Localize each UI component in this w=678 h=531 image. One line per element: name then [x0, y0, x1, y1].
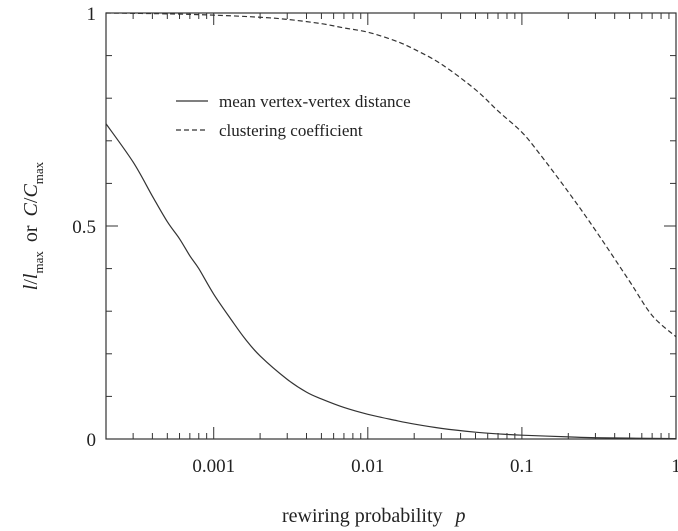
series-line-distance — [105, 123, 677, 440]
y-label-cmax-base: C — [20, 184, 42, 198]
x-tick-label: 0.1 — [510, 456, 534, 477]
y-tick-label: 0 — [87, 430, 97, 451]
plot-frame — [105, 12, 677, 440]
legend-label-distance: mean vertex-vertex distance — [219, 92, 411, 111]
legend-label-clustering: clustering coefficient — [219, 121, 363, 140]
y-label-or: or — [20, 225, 42, 242]
x-axis-label-text: rewiring probability — [282, 505, 443, 527]
y-label-lmax-sub: max — [31, 251, 46, 274]
x-axis-label: rewiring probability p — [282, 505, 466, 527]
y-axis-label: l/lmaxorC/Cmax — [20, 161, 46, 290]
y-label-l: l — [20, 284, 42, 290]
x-tick-label: 1 — [671, 456, 678, 477]
y-label-slash2: / — [20, 197, 42, 203]
y-label-lmax-base: l — [20, 273, 42, 279]
y-tick-label: 1 — [87, 4, 97, 25]
x-tick-label: 0.001 — [192, 456, 235, 477]
y-tick-label: 0.5 — [72, 217, 96, 238]
x-axis-label-variable: p — [454, 505, 466, 527]
series-line-clustering — [105, 12, 677, 338]
ticks-layer: 0.001 0.01 0.1 1 0 0.5 1 — [72, 4, 678, 477]
legend: mean vertex-vertex distance clustering c… — [176, 92, 411, 140]
y-label-slash1: / — [20, 279, 42, 285]
y-label-cmax-sub: max — [31, 161, 46, 184]
x-tick-label: 0.01 — [351, 456, 384, 477]
y-label-c: C — [20, 202, 42, 216]
series-layer — [105, 12, 677, 440]
